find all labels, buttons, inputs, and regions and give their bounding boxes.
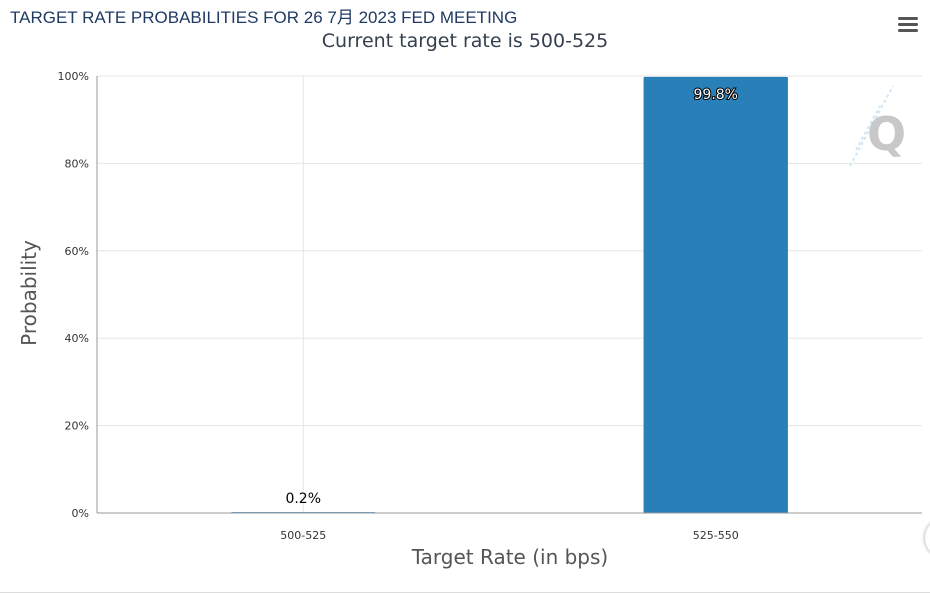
svg-text:Q: Q: [867, 107, 906, 161]
data-label-525-550: 99.8%: [694, 87, 738, 103]
bar-525-550[interactable]: [643, 76, 788, 514]
bars: 0.2% 99.8%: [231, 76, 788, 514]
y-axis-title: Probability: [17, 240, 41, 346]
y-tick-label: 0%: [72, 507, 89, 520]
chart-subtitle: Current target rate is 500-525: [321, 30, 609, 52]
x-tick-label: 500-525: [280, 529, 326, 542]
gridlines: [97, 75, 922, 513]
bottom-divider: [0, 592, 930, 593]
x-tick-label: 525-550: [693, 529, 739, 542]
y-tick-label: 100%: [58, 70, 89, 83]
scroll-to-top-button[interactable]: [925, 518, 930, 558]
data-label-500-525: 0.2%: [285, 491, 321, 507]
y-tick-label: 80%: [65, 157, 89, 170]
y-tick-label: 40%: [65, 332, 89, 345]
chart-title: TARGET RATE PROBABILITIES FOR 26 7月 2023…: [10, 8, 518, 27]
x-axis-title: Target Rate (in bps): [411, 545, 608, 569]
y-tick-label: 20%: [65, 420, 89, 433]
y-tick-label: 60%: [65, 245, 89, 258]
axes: 0% 20% 40% 60% 80% 100% 500-525 525-550: [58, 70, 922, 542]
quikstrike-logo-icon: Q: [849, 85, 906, 167]
hamburger-menu-icon[interactable]: [894, 12, 922, 36]
